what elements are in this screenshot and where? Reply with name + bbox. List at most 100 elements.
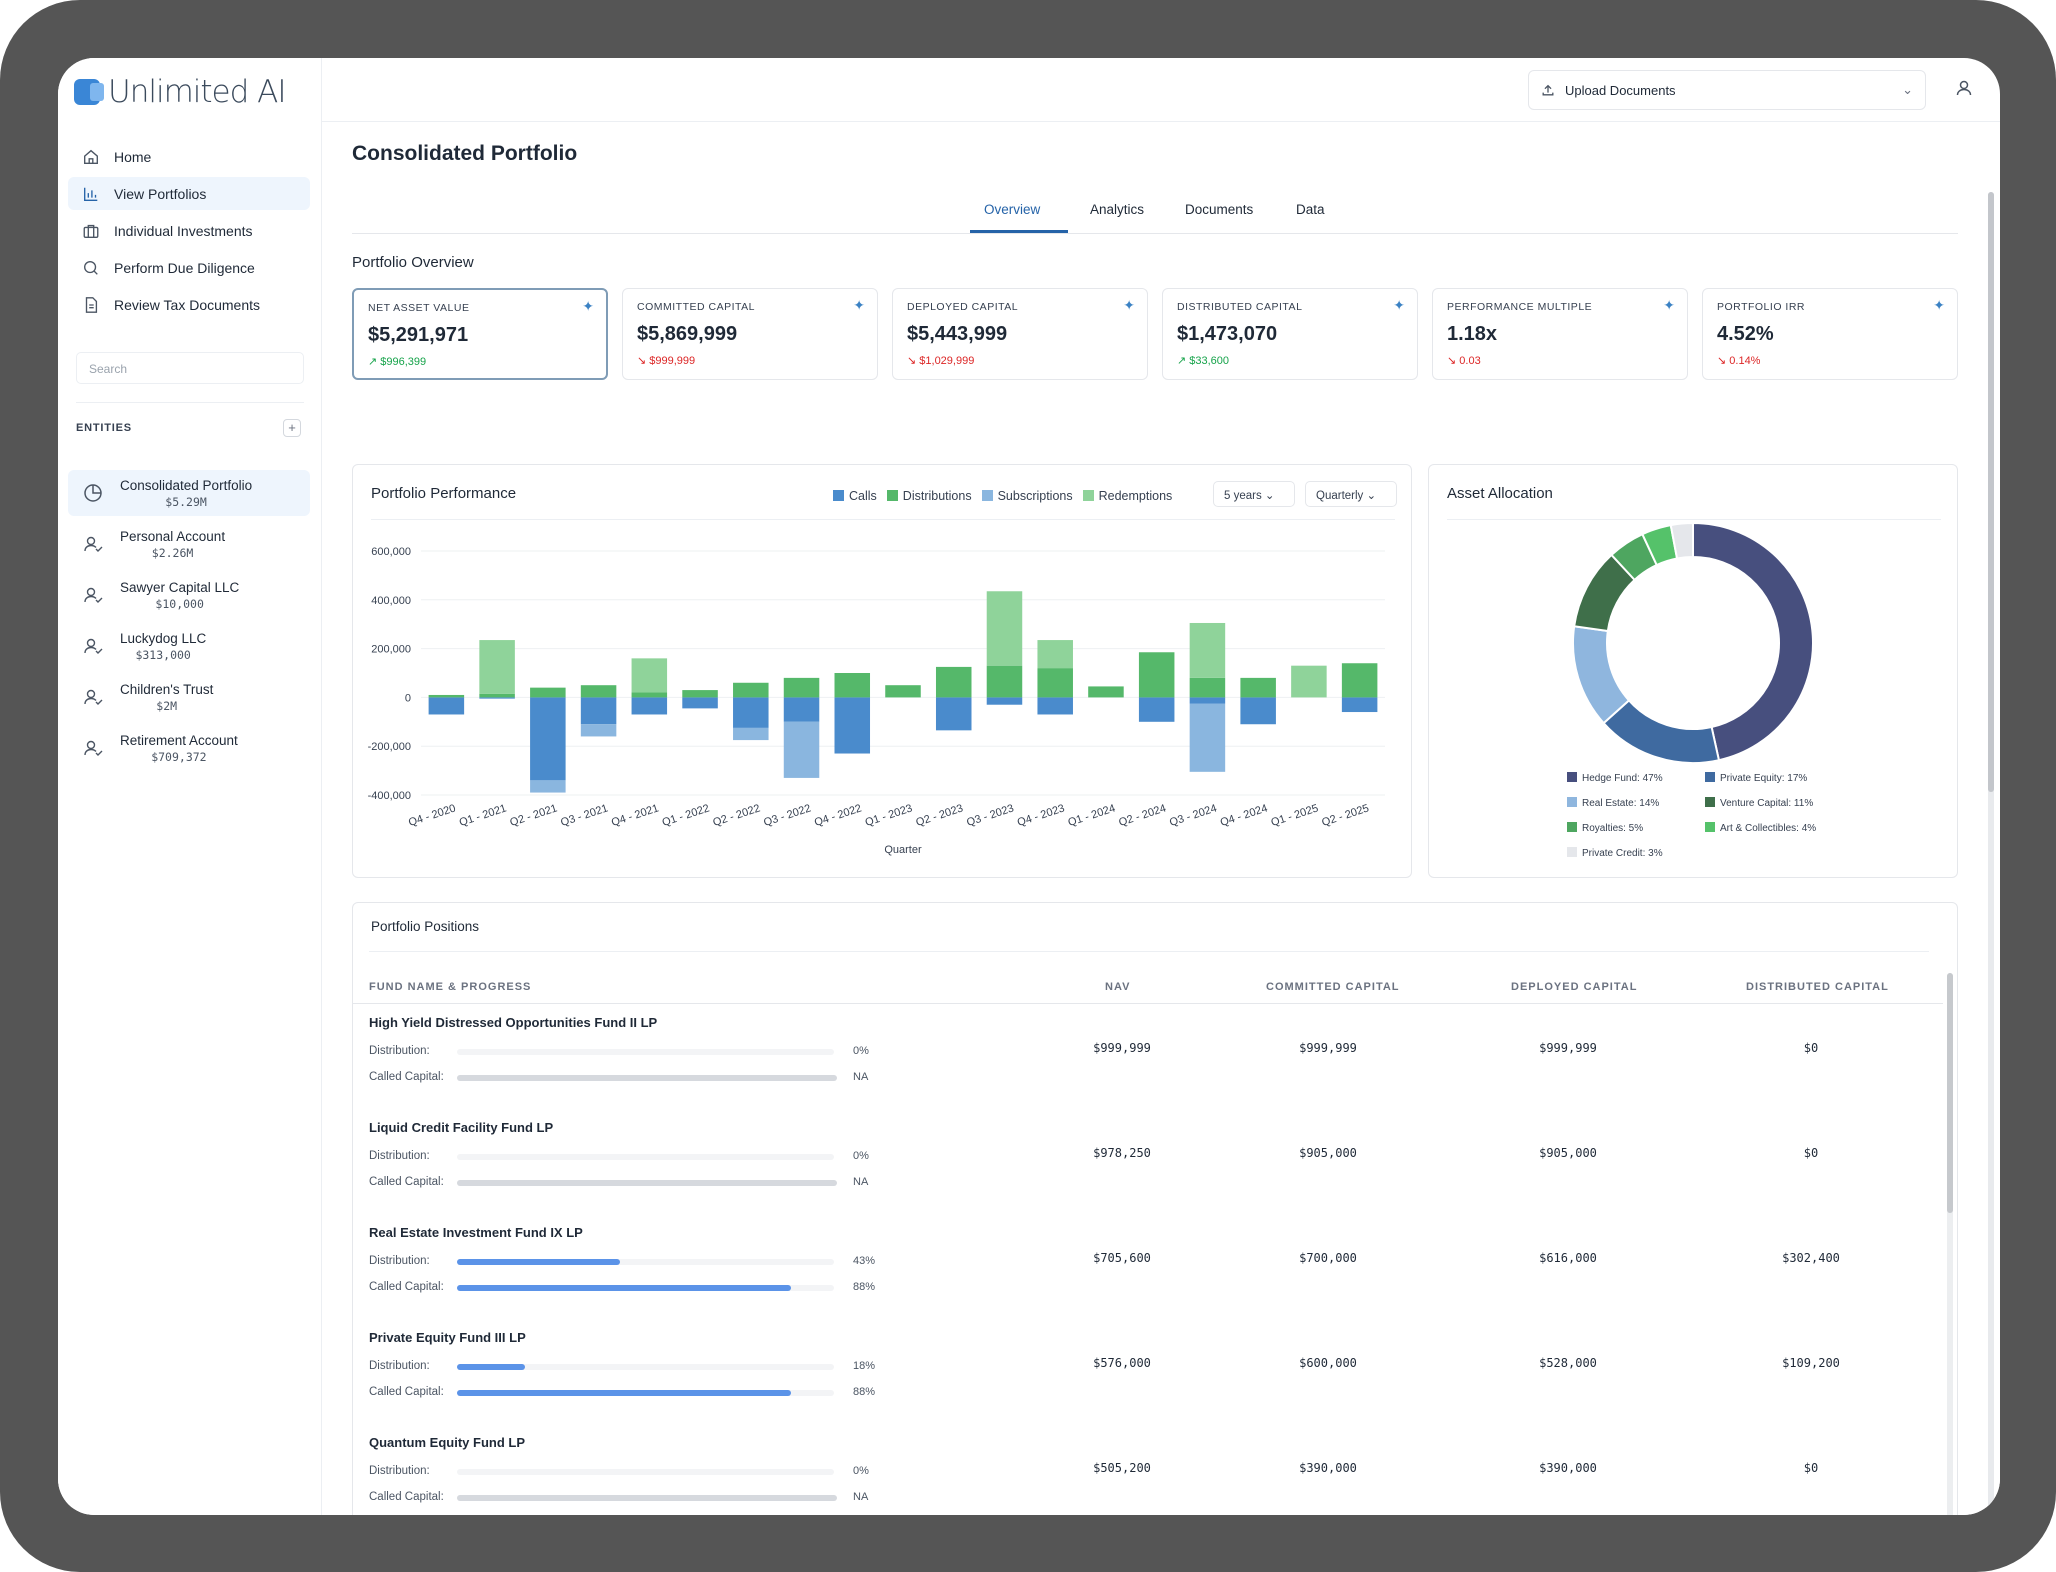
bar-distributions[interactable] (834, 673, 871, 698)
sparkle-icon[interactable]: ✦ (1663, 297, 1675, 313)
period-select[interactable]: Quarterly ⌄ (1305, 481, 1397, 507)
entity-sawyer-capital[interactable]: Sawyer Capital LLC $10,000 (68, 572, 310, 618)
bar-distributions[interactable] (682, 690, 718, 698)
table-row[interactable]: Quantum Equity Fund LP Distribution: 0% Cal… (353, 1435, 1913, 1515)
sparkle-icon[interactable]: ✦ (582, 298, 594, 314)
bar-calls[interactable] (682, 697, 718, 709)
bar-calls[interactable] (1037, 697, 1073, 715)
legend-item[interactable]: Distributions (886, 489, 972, 503)
nav-item-tax-documents[interactable]: Review Tax Documents (68, 288, 310, 321)
bar-redemptions[interactable] (1189, 622, 1226, 678)
scrollbar-track[interactable] (1988, 192, 1994, 1515)
entity-personal-account[interactable]: Personal Account $2.26M (68, 521, 310, 567)
bar-redemptions[interactable] (986, 591, 1023, 666)
col-deployed[interactable]: DEPLOYED CAPITAL (1511, 981, 1638, 993)
sparkle-icon[interactable]: ✦ (1393, 297, 1405, 313)
bar-distributions[interactable] (530, 687, 566, 698)
bar-distributions[interactable] (1189, 677, 1226, 698)
bar-distributions[interactable] (1138, 652, 1175, 698)
kpi-performance-multiple[interactable]: PERFORMANCE MULTIPLE 1.18x ↘ 0.03 ✦ (1432, 288, 1688, 380)
user-icon[interactable] (1954, 78, 1974, 98)
tab-analytics[interactable]: Analytics (1090, 202, 1145, 217)
bar-subscriptions[interactable] (1189, 703, 1226, 772)
table-scrollbar-track[interactable] (1947, 973, 1953, 1515)
table-scrollbar-thumb[interactable] (1947, 973, 1953, 1213)
kpi-distributed-capital[interactable]: DISTRIBUTED CAPITAL $1,473,070 ↗ $33,600… (1162, 288, 1418, 380)
table-row[interactable]: High Yield Distressed Opportunities Fund… (353, 1015, 1913, 1115)
slice-real-estate[interactable] (1572, 625, 1631, 725)
col-distributed[interactable]: DISTRIBUTED CAPITAL (1746, 981, 1889, 993)
bar-calls[interactable] (1341, 697, 1378, 713)
bar-calls[interactable] (479, 697, 515, 699)
entity-retirement-account[interactable]: Retirement Account $709,372 (68, 725, 310, 771)
bar-redemptions[interactable] (1291, 665, 1327, 698)
slice-private-equity[interactable] (1602, 699, 1721, 764)
sparkle-icon[interactable]: ✦ (1123, 297, 1135, 313)
table-row[interactable]: Liquid Credit Facility Fund LP Distributi… (353, 1120, 1913, 1220)
nav-item-due-diligence[interactable]: Perform Due Diligence (68, 251, 310, 284)
nav-item-view-portfolios[interactable]: View Portfolios (68, 177, 310, 210)
range-select[interactable]: 5 years ⌄ (1213, 481, 1295, 507)
bar-distributions[interactable] (935, 666, 972, 698)
logo[interactable]: Unlimited AI (74, 72, 286, 112)
bar-calls[interactable] (1138, 697, 1175, 722)
slice-private-credit[interactable] (1669, 521, 1694, 560)
bar-subscriptions[interactable] (580, 724, 617, 737)
bar-distributions[interactable] (885, 685, 921, 698)
bar-calls[interactable] (935, 697, 972, 731)
scrollbar-thumb[interactable] (1988, 192, 1994, 792)
kpi-deployed-capital[interactable]: DEPLOYED CAPITAL $5,443,999 ↘ $1,029,999… (892, 288, 1148, 380)
add-entity-button[interactable]: + (283, 419, 301, 437)
table-row[interactable]: Real Estate Investment Fund IX LP Distrib… (353, 1225, 1913, 1325)
bar-distributions[interactable] (1341, 663, 1378, 698)
bar-distributions[interactable] (783, 677, 820, 698)
search-input[interactable]: Search (76, 352, 304, 384)
bar-subscriptions[interactable] (783, 721, 820, 778)
bar-distributions[interactable] (1088, 686, 1124, 698)
sparkle-icon[interactable]: ✦ (1933, 297, 1945, 313)
bar-subscriptions[interactable] (733, 727, 769, 741)
bar-distributions[interactable] (479, 693, 515, 698)
bar-calls[interactable] (1240, 697, 1276, 725)
col-nav[interactable]: NAV (1105, 981, 1131, 993)
bar-distributions[interactable] (428, 694, 465, 698)
entity-consolidated-portfolio[interactable]: Consolidated Portfolio $5.29M (68, 470, 310, 516)
bar-redemptions[interactable] (479, 640, 515, 694)
tab-overview[interactable]: Overview (984, 202, 1041, 217)
fund-name[interactable]: Real Estate Investment Fund IX LP (369, 1225, 583, 1240)
bar-distributions[interactable] (631, 692, 668, 698)
bar-calls[interactable] (733, 697, 769, 728)
fund-name[interactable]: Quantum Equity Fund LP (369, 1435, 525, 1450)
bar-calls[interactable] (428, 697, 465, 715)
bar-subscriptions[interactable] (530, 780, 566, 793)
col-fund-name[interactable]: FUND NAME & PROGRESS (369, 981, 532, 993)
bar-calls[interactable] (1189, 697, 1226, 704)
fund-name[interactable]: Private Equity Fund III LP (369, 1330, 526, 1345)
bar-redemptions[interactable] (1037, 640, 1073, 669)
bar-calls[interactable] (580, 697, 617, 725)
bar-distributions[interactable] (733, 682, 769, 698)
nav-item-home[interactable]: Home (68, 140, 310, 173)
bar-calls[interactable] (834, 697, 871, 754)
kpi-committed-capital[interactable]: COMMITTED CAPITAL $5,869,999 ↘ $999,999 … (622, 288, 878, 380)
tab-documents[interactable]: Documents (1185, 202, 1254, 217)
bar-calls[interactable] (530, 697, 566, 781)
nav-item-individual-investments[interactable]: Individual Investments (68, 214, 310, 247)
fund-name[interactable]: Liquid Credit Facility Fund LP (369, 1120, 554, 1135)
col-committed[interactable]: COMMITTED CAPITAL (1266, 981, 1400, 993)
kpi-portfolio-irr[interactable]: PORTFOLIO IRR 4.52% ↘ 0.14% ✦ (1702, 288, 1958, 380)
bar-distributions[interactable] (1240, 677, 1276, 698)
fund-name[interactable]: High Yield Distressed Opportunities Fund… (369, 1015, 658, 1030)
kpi-net-asset-value[interactable]: NET ASSET VALUE $5,291,971 ↗ $996,399 ✦ (352, 288, 608, 380)
bar-calls[interactable] (783, 697, 820, 722)
bar-distributions[interactable] (1037, 668, 1073, 698)
slice-hedge-fund[interactable] (1692, 521, 1814, 762)
legend-item[interactable]: Calls (833, 489, 877, 503)
legend-item[interactable]: Redemptions (1082, 489, 1172, 503)
legend-item[interactable]: Subscriptions (981, 489, 1073, 503)
tab-data[interactable]: Data (1296, 202, 1325, 217)
table-row[interactable]: Private Equity Fund III LP Distribution: 1… (353, 1330, 1913, 1430)
bar-calls[interactable] (631, 697, 668, 715)
entity-luckydog[interactable]: Luckydog LLC $313,000 (68, 623, 310, 669)
bar-distributions[interactable] (580, 685, 617, 698)
